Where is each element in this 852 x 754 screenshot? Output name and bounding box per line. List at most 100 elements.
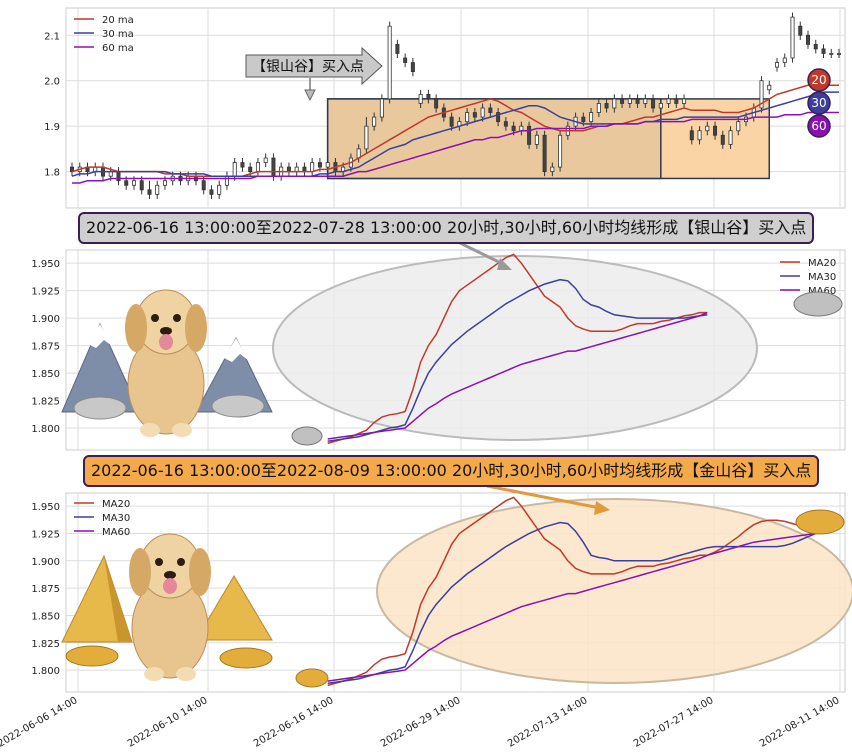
candle: [503, 121, 508, 127]
dog-paw-left: [140, 423, 160, 437]
candle: [387, 25, 392, 100]
dog-paw-right: [176, 667, 196, 681]
gold-pyramid-left-shade: [104, 556, 132, 642]
candle: [651, 98, 656, 109]
candle: [643, 98, 648, 104]
candle: [612, 98, 617, 109]
x-tick-label: 2022-07-13 14:00: [506, 695, 590, 750]
gold-ingot-start: [295, 668, 329, 688]
candle: [70, 166, 75, 173]
candle: [116, 171, 121, 182]
gold-pointer-arrow-head: [594, 501, 610, 515]
candle: [527, 125, 532, 145]
candle: [635, 98, 640, 104]
candle: [720, 134, 725, 145]
candle: [209, 189, 214, 195]
candle: [201, 180, 206, 191]
candle: [821, 48, 826, 54]
candle: [139, 180, 144, 191]
candle: [271, 157, 276, 177]
y-tick-label: 1.850: [31, 369, 60, 380]
candle: [837, 53, 842, 55]
candle: [767, 84, 772, 91]
y-tick-label: 1.950: [31, 259, 60, 270]
candle: [480, 107, 485, 118]
y-tick-label: 1.825: [31, 639, 60, 650]
candle: [759, 80, 764, 109]
gold-valley-banner: 2022-06-16 13:00:00至2022-08-09 13:00:00 …: [83, 455, 820, 487]
silver-ingot-right: [211, 394, 265, 418]
callout-pointer-head: [304, 89, 316, 102]
candle: [736, 121, 741, 132]
legend-label: MA20: [808, 258, 836, 269]
y-tick-label: 1.950: [31, 502, 60, 513]
legend-label: MA20: [102, 499, 130, 510]
y-tick-label: 1.8: [44, 168, 60, 179]
candle: [263, 157, 268, 163]
ma60-line: [72, 111, 839, 184]
y-tick-label: 1.9: [44, 122, 60, 133]
candle: [472, 112, 477, 118]
candle: [488, 107, 493, 113]
candle: [232, 162, 237, 177]
candle: [697, 130, 702, 141]
dog-eye-left: [151, 314, 159, 322]
candle: [589, 112, 594, 123]
gold-ingot-right: [219, 647, 273, 669]
ma-badge-label: 60: [811, 119, 826, 133]
gold-pyramid-right: [195, 575, 273, 641]
highlight-ellipse: [376, 498, 852, 684]
dog-ear-left: [129, 548, 151, 596]
candle: [728, 130, 733, 145]
y-tick-label: 2.1: [44, 31, 60, 42]
candle: [604, 103, 609, 109]
candle: [496, 112, 501, 123]
mountain-right-snowcap: [224, 338, 248, 362]
ma-badge: [807, 91, 831, 115]
x-tick-label: 2022-06-06 14:00: [0, 695, 79, 750]
candle: [379, 98, 384, 118]
candle: [713, 125, 718, 136]
candle: [705, 125, 710, 132]
candle: [674, 98, 679, 104]
candle: [558, 134, 563, 168]
candle: [255, 162, 260, 173]
y-tick-label: 1.825: [31, 397, 60, 408]
x-tick-label: 2022-06-16 14:00: [252, 695, 336, 750]
ma20-line: [327, 496, 824, 687]
candle: [798, 25, 803, 36]
dog-ear-right: [185, 304, 207, 352]
dog-nose: [164, 571, 176, 579]
y-tick-label: 1.875: [31, 584, 60, 595]
candle: [395, 43, 400, 54]
y-tick-label: 1.800: [31, 424, 60, 435]
candle: [813, 43, 818, 50]
callout-arrow: [245, 46, 383, 86]
candle: [240, 162, 245, 168]
candle: [224, 175, 229, 186]
x-tick-label: 2022-08-11 14:00: [758, 695, 842, 750]
legend-label: 60 ma: [102, 43, 134, 54]
ma30-line: [71, 91, 839, 177]
candle: [147, 189, 152, 195]
dog-eye-left: [155, 558, 163, 566]
dog-ear-left: [125, 304, 147, 352]
candle: [372, 116, 377, 127]
candle: [511, 125, 516, 132]
gold-ingot-left: [65, 645, 119, 667]
y-tick-label: 1.925: [31, 287, 60, 298]
candle: [682, 98, 687, 104]
candle: [418, 93, 423, 104]
x-axis: 2022-06-06 14:00 2022-06-10 14:00 2022-06-…: [0, 695, 842, 750]
decorations: [61, 241, 845, 688]
candle: [596, 103, 601, 113]
dog-eye-right: [177, 558, 185, 566]
ma-badge: [807, 68, 831, 92]
legend-label: MA60: [808, 286, 836, 297]
ma60-line: [327, 531, 824, 682]
highlight-ellipse: [272, 255, 758, 441]
candle: [689, 130, 694, 141]
x-tick-label: 2022-06-29 14:00: [379, 695, 463, 750]
candle: [426, 93, 431, 100]
